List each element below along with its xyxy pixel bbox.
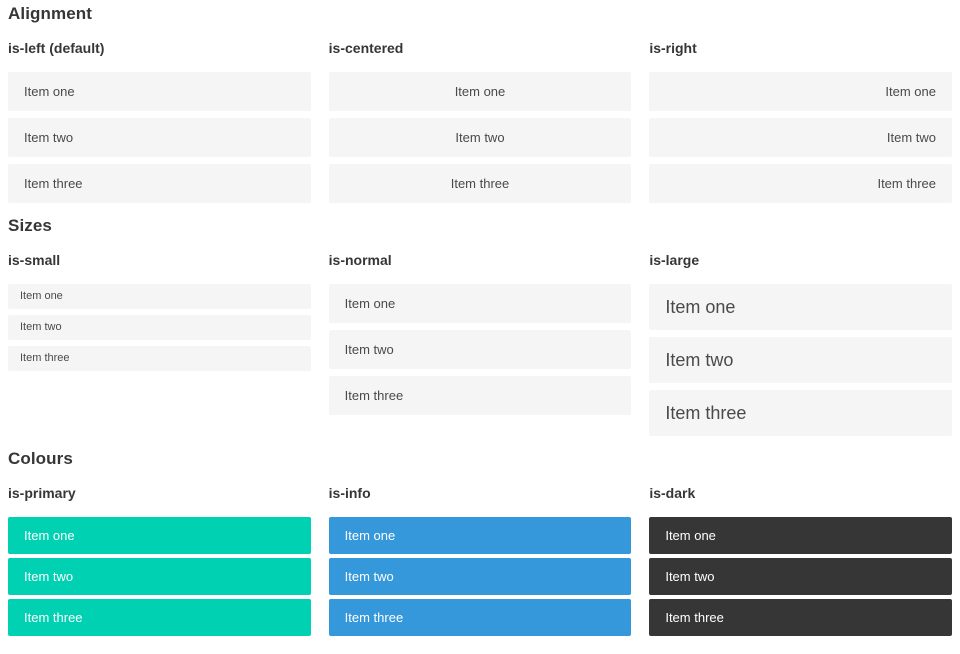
item-list-small: Item one Item two Item three — [8, 284, 311, 371]
list-item: Item three — [8, 164, 311, 203]
list-item: Item two — [8, 118, 311, 157]
column-label-is-primary: is-primary — [8, 485, 76, 501]
column-is-centered: is-centered Item one Item two Item three — [328, 40, 632, 203]
item-list-info: Item one Item two Item three — [328, 517, 632, 636]
column-is-small: is-small Item one Item two Item three — [8, 253, 311, 436]
list-item: Item one — [8, 517, 311, 554]
item-list-right-aligned: Item one Item two Item three — [649, 72, 952, 203]
item-list-large: Item one Item two Item three — [649, 284, 952, 436]
list-item: Item three — [328, 164, 632, 203]
alignment-section-title: Alignment — [8, 4, 93, 23]
column-is-info: is-info Item one Item two Item three — [328, 485, 632, 636]
list-item: Item one — [328, 284, 632, 323]
list-item: Item three — [328, 599, 632, 636]
item-list-center-aligned: Item one Item two Item three — [328, 72, 632, 203]
list-item: Item two — [8, 315, 311, 340]
column-is-right: is-right Item one Item two Item three — [649, 41, 952, 203]
list-item: Item two — [649, 118, 952, 157]
list-item: Item three — [328, 376, 632, 415]
column-label-is-small: is-small — [8, 252, 61, 268]
list-item: Item three — [8, 599, 311, 636]
column-label-is-normal: is-normal — [328, 252, 392, 268]
list-item: Item two — [649, 558, 952, 595]
column-is-dark: is-dark Item one Item two Item three — [649, 486, 952, 636]
list-item: Item two — [328, 330, 632, 369]
item-list-dark: Item one Item two Item three — [649, 517, 952, 636]
colours-grid: is-primary Item one Item two Item three … — [8, 486, 952, 636]
colours-section-title: Colours — [8, 449, 73, 468]
column-label-is-right: is-right — [649, 40, 697, 56]
colours-section: Colours is-primary Item one Item two Ite… — [8, 450, 952, 636]
list-item: Item three — [649, 599, 952, 636]
sizes-grid: is-small Item one Item two Item three is… — [8, 253, 952, 436]
column-label-is-dark: is-dark — [649, 485, 696, 501]
column-label-is-centered: is-centered — [328, 40, 404, 56]
item-list-left-aligned: Item one Item two Item three — [8, 72, 311, 203]
sizes-section-title: Sizes — [8, 216, 52, 235]
list-item: Item one — [328, 517, 632, 554]
column-is-left: is-left (default) Item one Item two Item… — [8, 41, 311, 203]
list-item: Item two — [328, 558, 632, 595]
list-item: Item two — [328, 118, 632, 157]
sizes-section: Sizes is-small Item one Item two Item th… — [8, 217, 952, 436]
item-list-normal: Item one Item two Item three — [328, 284, 632, 415]
item-list-primary: Item one Item two Item three — [8, 517, 311, 636]
list-item: Item one — [649, 517, 952, 554]
column-is-normal: is-normal Item one Item two Item three — [328, 252, 632, 436]
list-item: Item three — [649, 164, 952, 203]
list-item: Item three — [649, 390, 952, 436]
column-is-large: is-large Item one Item two Item three — [649, 253, 952, 436]
list-item: Item one — [649, 72, 952, 111]
list-item: Item one — [8, 284, 311, 309]
list-item: Item two — [649, 337, 952, 383]
column-is-primary: is-primary Item one Item two Item three — [8, 486, 311, 636]
column-label-is-large: is-large — [649, 252, 700, 268]
column-label-is-info: is-info — [328, 485, 371, 501]
list-item: Item one — [8, 72, 311, 111]
list-item: Item one — [649, 284, 952, 330]
list-item: Item one — [328, 72, 632, 111]
list-item: Item three — [8, 346, 311, 371]
list-item: Item two — [8, 558, 311, 595]
alignment-grid: is-left (default) Item one Item two Item… — [8, 41, 952, 203]
column-label-is-left: is-left (default) — [8, 40, 105, 56]
alignment-section: Alignment is-left (default) Item one Ite… — [8, 5, 952, 203]
